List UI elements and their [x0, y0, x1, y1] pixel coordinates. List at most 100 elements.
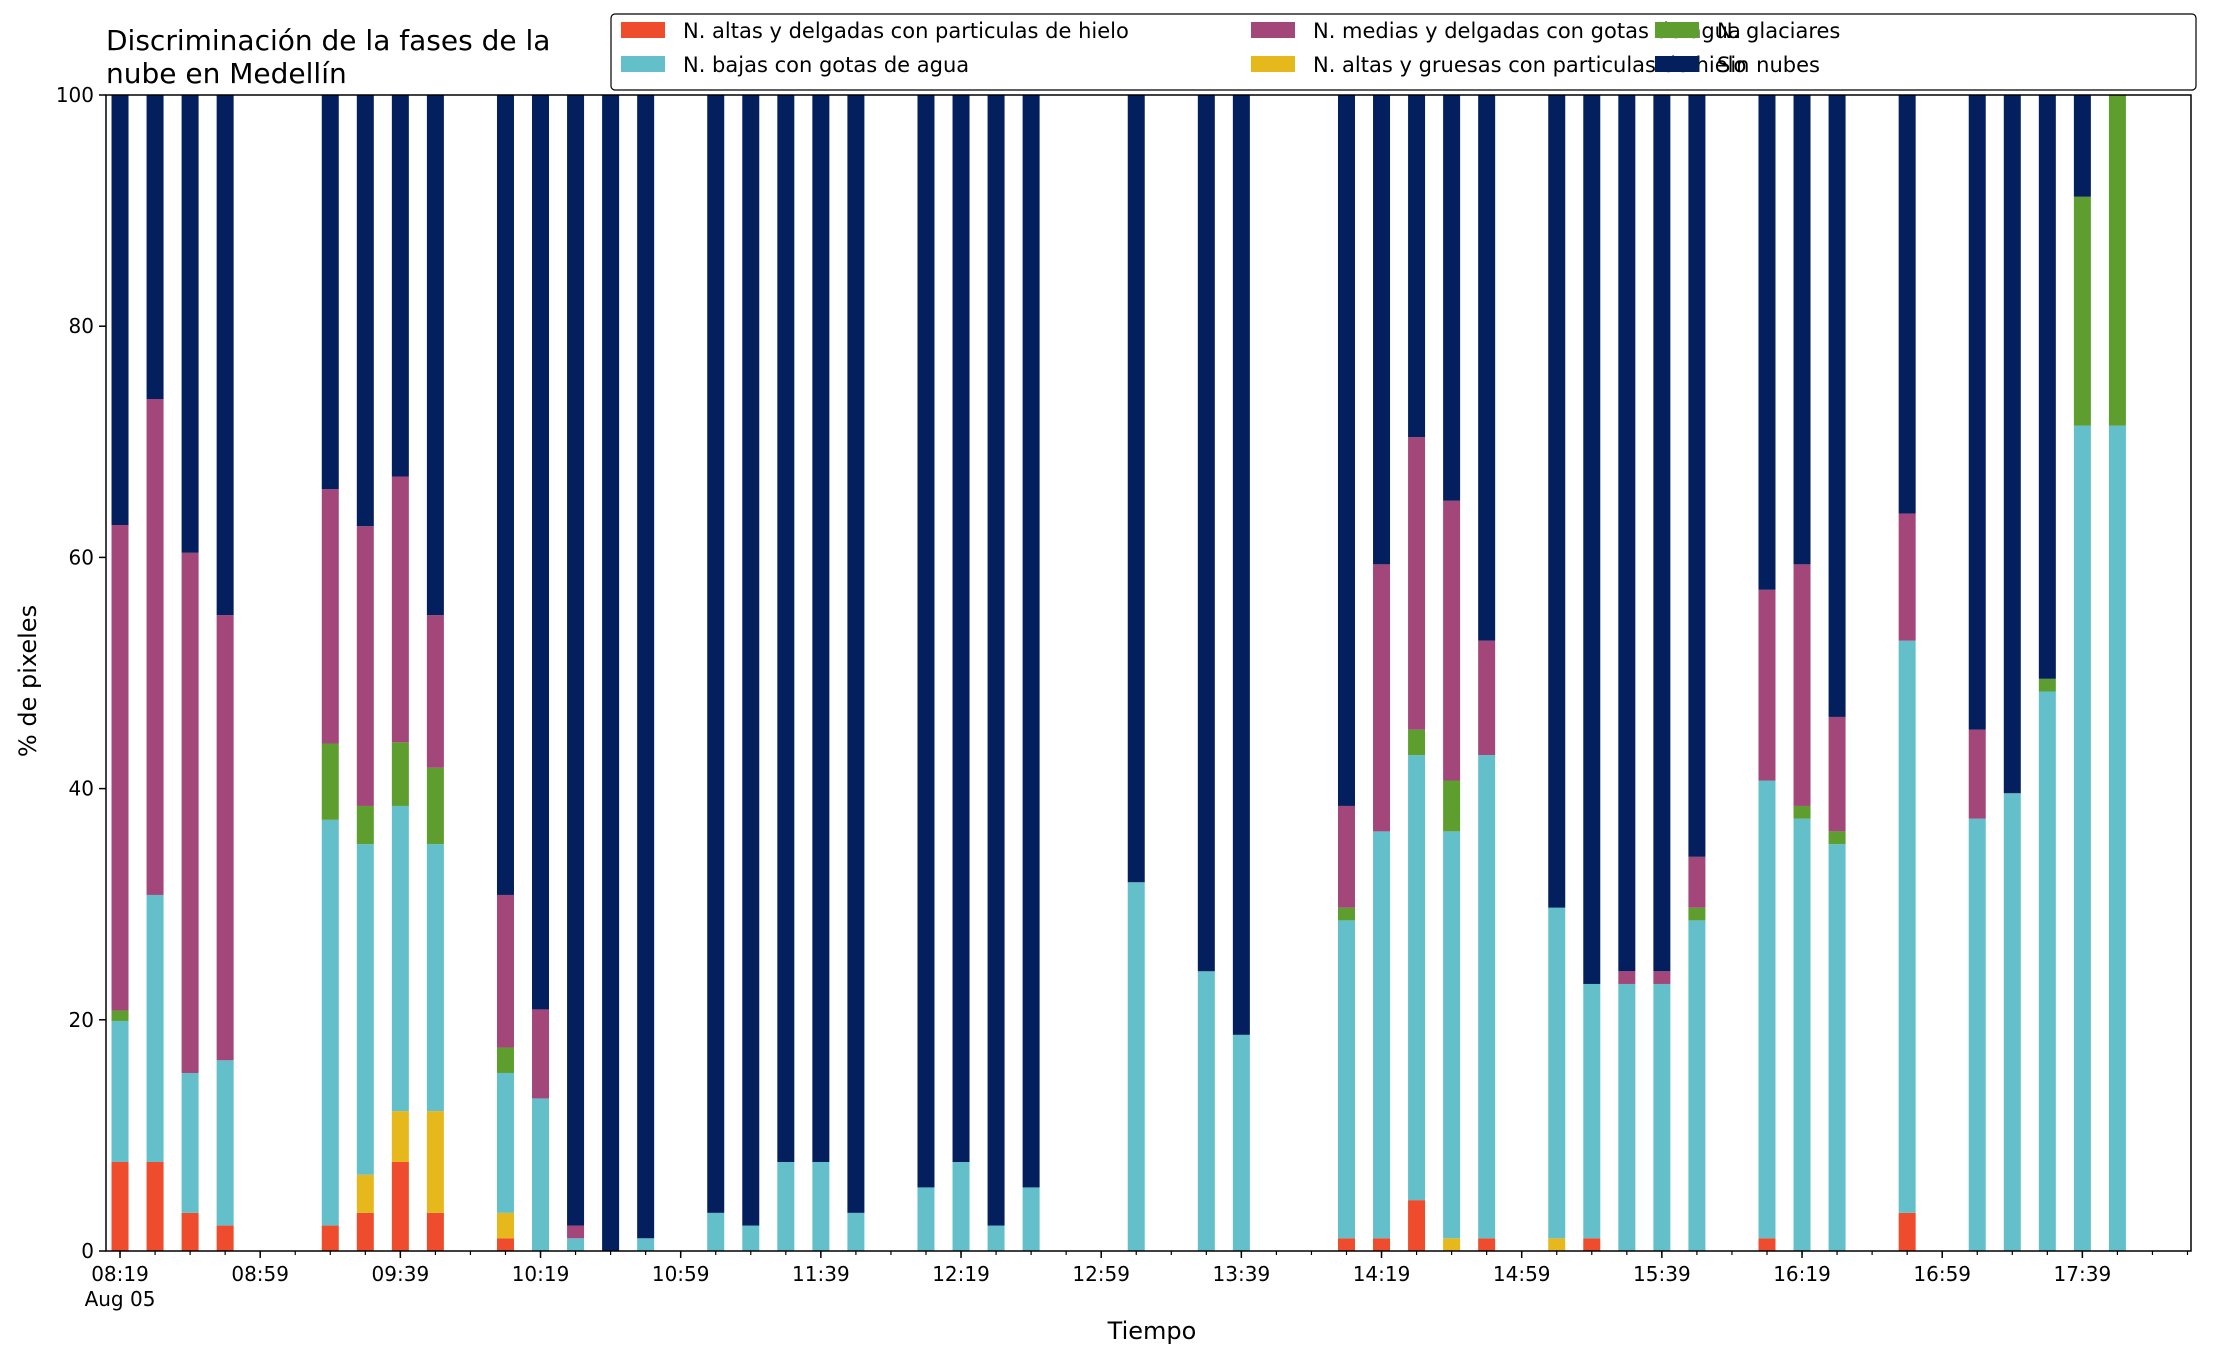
bar-segment: [356, 1174, 374, 1213]
bar-segment: [1793, 818, 1811, 1251]
bar-segment: [952, 1161, 970, 1251]
legend-item: Sin nubes: [1655, 53, 1820, 77]
bar-segment: [567, 1238, 585, 1251]
y-tick-label: 60: [69, 545, 94, 569]
legend-swatch: [621, 22, 665, 38]
chart-title-line-1: Discriminación de la fases de la: [106, 24, 550, 57]
bar-segment: [181, 552, 199, 1073]
bar-segment: [216, 1060, 234, 1226]
bar-segment: [1127, 882, 1145, 1251]
legend-swatch: [1251, 22, 1295, 38]
y-tick-label: 100: [56, 83, 94, 107]
legend-swatch: [621, 56, 665, 72]
bar-segment: [1443, 780, 1461, 832]
x-tick-label: 11:39: [792, 1262, 850, 1286]
bar-segment: [1968, 729, 1986, 819]
bar-segment: [111, 1020, 129, 1162]
bar-segment: [707, 1212, 725, 1251]
bar-segment: [1758, 1238, 1776, 1251]
legend-label: N. bajas con gotas de agua: [683, 53, 969, 77]
bar-segment: [1828, 95, 1846, 717]
x-tick-label: 13:39: [1213, 1262, 1271, 1286]
bar-segment: [1022, 95, 1040, 1188]
bar-segment: [1618, 971, 1636, 984]
legend: N. altas y delgadas con particulas de hi…: [610, 13, 2197, 91]
bar-segment: [111, 1010, 129, 1021]
bar-segment: [2073, 95, 2091, 197]
bar-segment: [356, 95, 374, 527]
bar-segment: [1408, 437, 1426, 730]
bar-segment: [532, 1098, 550, 1251]
bar-segment: [391, 1111, 409, 1162]
bar-segment: [567, 95, 585, 1226]
bar-segment: [1232, 95, 1250, 1035]
bar-segment: [2003, 95, 2021, 794]
bar-segment: [1653, 983, 1671, 1251]
bar-segment: [496, 95, 514, 895]
bar-segment: [1968, 818, 1986, 1251]
bar-segment: [2038, 95, 2056, 679]
bar-segment: [216, 615, 234, 1061]
bar-segment: [1758, 780, 1776, 1239]
bar-segment: [1898, 1212, 1916, 1251]
bar-segment: [426, 615, 444, 768]
bar-segment: [111, 1161, 129, 1251]
bar-segment: [917, 95, 935, 1188]
bar-segment: [391, 805, 409, 1112]
bar-segment: [181, 95, 199, 553]
bar-segment: [1548, 1238, 1566, 1251]
bar-segment: [1337, 907, 1355, 921]
bar-segment: [1408, 95, 1426, 438]
bar-segment: [1337, 920, 1355, 1239]
bar-segment: [391, 742, 409, 806]
bar-segment: [321, 95, 339, 490]
y-axis-label: % de pixeles: [14, 605, 42, 757]
bar-segment: [812, 95, 830, 1162]
bar-segment: [216, 1225, 234, 1251]
bar-segment: [1197, 971, 1215, 1251]
bar-segment: [637, 1238, 655, 1251]
x-tick-label: 09:39: [372, 1262, 430, 1286]
legend-item: N. altas y delgadas con particulas de hi…: [621, 19, 1129, 43]
bar-segment: [1337, 805, 1355, 908]
bar-segment: [1022, 1187, 1040, 1251]
bar-segment: [1898, 95, 1916, 514]
bar-segment: [1443, 1238, 1461, 1251]
bar-segment: [1898, 640, 1916, 1213]
legend-item: N. bajas con gotas de agua: [621, 53, 969, 77]
bar-segment: [2073, 196, 2091, 426]
y-tick-label: 40: [69, 777, 94, 801]
bar-segment: [1653, 95, 1671, 972]
bar-segment: [2073, 425, 2091, 1251]
bar-segment: [1968, 95, 1986, 730]
bar-segment: [111, 525, 129, 1011]
bar-segment: [146, 95, 164, 400]
bar-segment: [1583, 95, 1601, 984]
bar-segment: [496, 1212, 514, 1239]
bar-segment: [777, 1161, 795, 1251]
bar-segment: [847, 1212, 865, 1251]
bar-segment: [987, 95, 1005, 1226]
bar-segment: [1408, 755, 1426, 1201]
bar-segment: [1478, 95, 1496, 641]
bar-segment: [1478, 640, 1496, 756]
bar-segment: [391, 1161, 409, 1251]
bar-segment: [1478, 1238, 1496, 1251]
bar-segment: [742, 95, 760, 1226]
bar-segment: [1583, 983, 1601, 1239]
bar-segment: [111, 95, 129, 526]
legend-swatch: [1655, 56, 1699, 72]
bar-segment: [1793, 564, 1811, 806]
bar-segment: [1197, 95, 1215, 972]
bar-segment: [426, 844, 444, 1112]
legend-swatch: [1655, 22, 1699, 38]
x-tick-label: 16:59: [1913, 1262, 1971, 1286]
bar-segment: [1688, 920, 1706, 1251]
bar-segment: [1548, 95, 1566, 908]
bar-segment: [356, 526, 374, 806]
bar-segment: [532, 1009, 550, 1099]
bar-segment: [602, 95, 620, 1251]
bar-segment: [321, 1225, 339, 1251]
